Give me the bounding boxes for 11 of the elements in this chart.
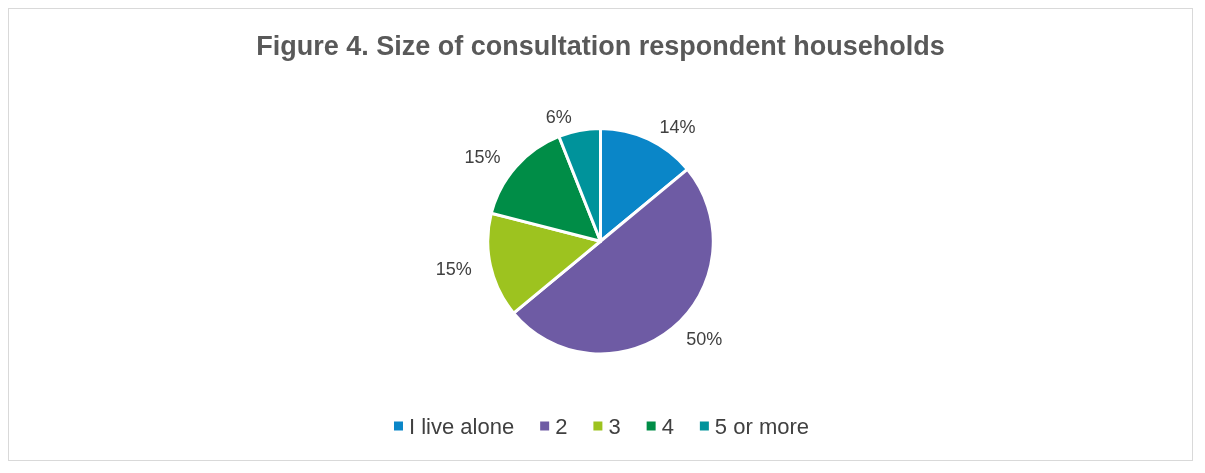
legend-label: 3: [608, 413, 621, 439]
legend-label: 2: [555, 413, 568, 439]
legend-label: 4: [661, 413, 674, 439]
legend-label: I live alone: [408, 413, 515, 439]
data-label: 6%: [545, 106, 572, 127]
data-label: 50%: [686, 328, 723, 349]
data-label: 14%: [659, 116, 696, 137]
data-label: 15%: [435, 258, 472, 279]
data-label: 15%: [464, 147, 501, 168]
chart-title: Figure 4. Size of consultation respondent households: [256, 30, 945, 61]
legend-label: 5 or more: [714, 413, 810, 439]
